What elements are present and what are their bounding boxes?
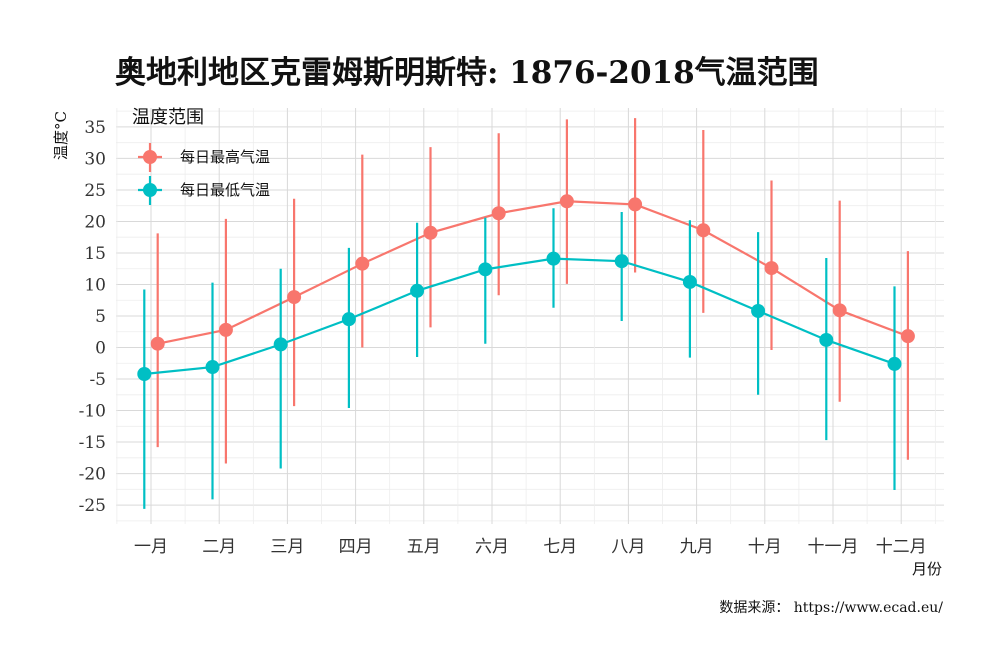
y-tick-label: -10 xyxy=(79,402,106,422)
x-tick-label: 八月 xyxy=(611,537,645,557)
data-point xyxy=(410,283,425,298)
chart-title: 奥地利地区克雷姆斯明斯特: 1876-2018气温范围 xyxy=(115,55,819,91)
data-point xyxy=(832,303,847,318)
data-point xyxy=(887,356,902,371)
data-point xyxy=(218,322,233,337)
data-point xyxy=(287,290,302,305)
y-tick-label: 20 xyxy=(84,212,106,232)
data-point xyxy=(819,332,834,347)
y-tick-label: 10 xyxy=(84,275,106,295)
data-point xyxy=(205,360,220,375)
legend-item-min: 每日最低气温 xyxy=(138,176,270,205)
legend: 温度范围 每日最高气温 每日最低气温 xyxy=(132,107,270,205)
x-tick-label: 二月 xyxy=(202,537,236,557)
legend-label-min: 每日最低气温 xyxy=(180,181,270,199)
series-line xyxy=(144,257,895,376)
data-point xyxy=(628,197,643,212)
y-tick-label: 25 xyxy=(84,181,106,201)
data-point xyxy=(751,303,766,318)
x-tick-label: 四月 xyxy=(339,537,373,557)
x-tick-label: 九月 xyxy=(680,537,714,557)
data-point xyxy=(273,337,288,352)
y-tick-label: -15 xyxy=(79,433,106,453)
series-line xyxy=(157,200,909,345)
series-min xyxy=(137,208,902,509)
data-point xyxy=(491,206,506,221)
data-point xyxy=(478,262,493,277)
series-layer xyxy=(137,118,915,509)
x-axis-ticks: 一月 二月 三月 四月 五月 六月 七月 八月 九月 十月 十一月 十二月 xyxy=(134,537,927,557)
legend-title: 温度范围 xyxy=(132,107,204,128)
y-tick-label: 35 xyxy=(84,118,106,138)
x-tick-label: 六月 xyxy=(475,537,509,557)
y-tick-label: 30 xyxy=(84,149,106,169)
data-point xyxy=(423,225,438,240)
y-tick-label: -5 xyxy=(89,370,106,390)
x-tick-label: 十二月 xyxy=(876,537,927,557)
data-point xyxy=(614,254,629,269)
y-axis-label: 温度°C xyxy=(52,111,70,160)
data-point xyxy=(559,194,574,209)
y-tick-label: -20 xyxy=(79,465,106,485)
data-point xyxy=(696,223,711,238)
y-tick-label: 5 xyxy=(95,307,106,327)
x-tick-label: 一月 xyxy=(134,537,168,557)
x-tick-label: 十一月 xyxy=(808,537,859,557)
data-point xyxy=(137,366,152,381)
grid xyxy=(116,108,944,524)
data-point xyxy=(150,336,165,351)
x-tick-label: 五月 xyxy=(407,537,441,557)
series-max xyxy=(150,118,915,464)
legend-min-marker xyxy=(143,183,157,197)
data-point xyxy=(764,261,779,276)
x-tick-label: 十月 xyxy=(748,537,782,557)
y-tick-label: 15 xyxy=(84,244,106,264)
data-point xyxy=(682,274,697,289)
y-axis-ticks: -25 -20 -15 -10 -5 0 5 10 15 20 25 30 35 xyxy=(79,118,106,516)
legend-label-max: 每日最高气温 xyxy=(180,148,270,166)
legend-max-marker xyxy=(143,150,157,164)
x-tick-label: 三月 xyxy=(270,537,304,557)
data-point xyxy=(900,329,915,344)
x-axis-label: 月份 xyxy=(912,560,942,578)
y-tick-label: 0 xyxy=(95,339,106,359)
x-tick-label: 七月 xyxy=(543,537,577,557)
data-point xyxy=(546,251,561,266)
data-point xyxy=(341,312,356,327)
legend-item-max: 每日最高气温 xyxy=(138,143,270,172)
y-tick-label: -25 xyxy=(79,496,106,516)
data-point xyxy=(355,256,370,271)
source-caption: 数据来源： https://www.ecad.eu/ xyxy=(719,600,943,616)
